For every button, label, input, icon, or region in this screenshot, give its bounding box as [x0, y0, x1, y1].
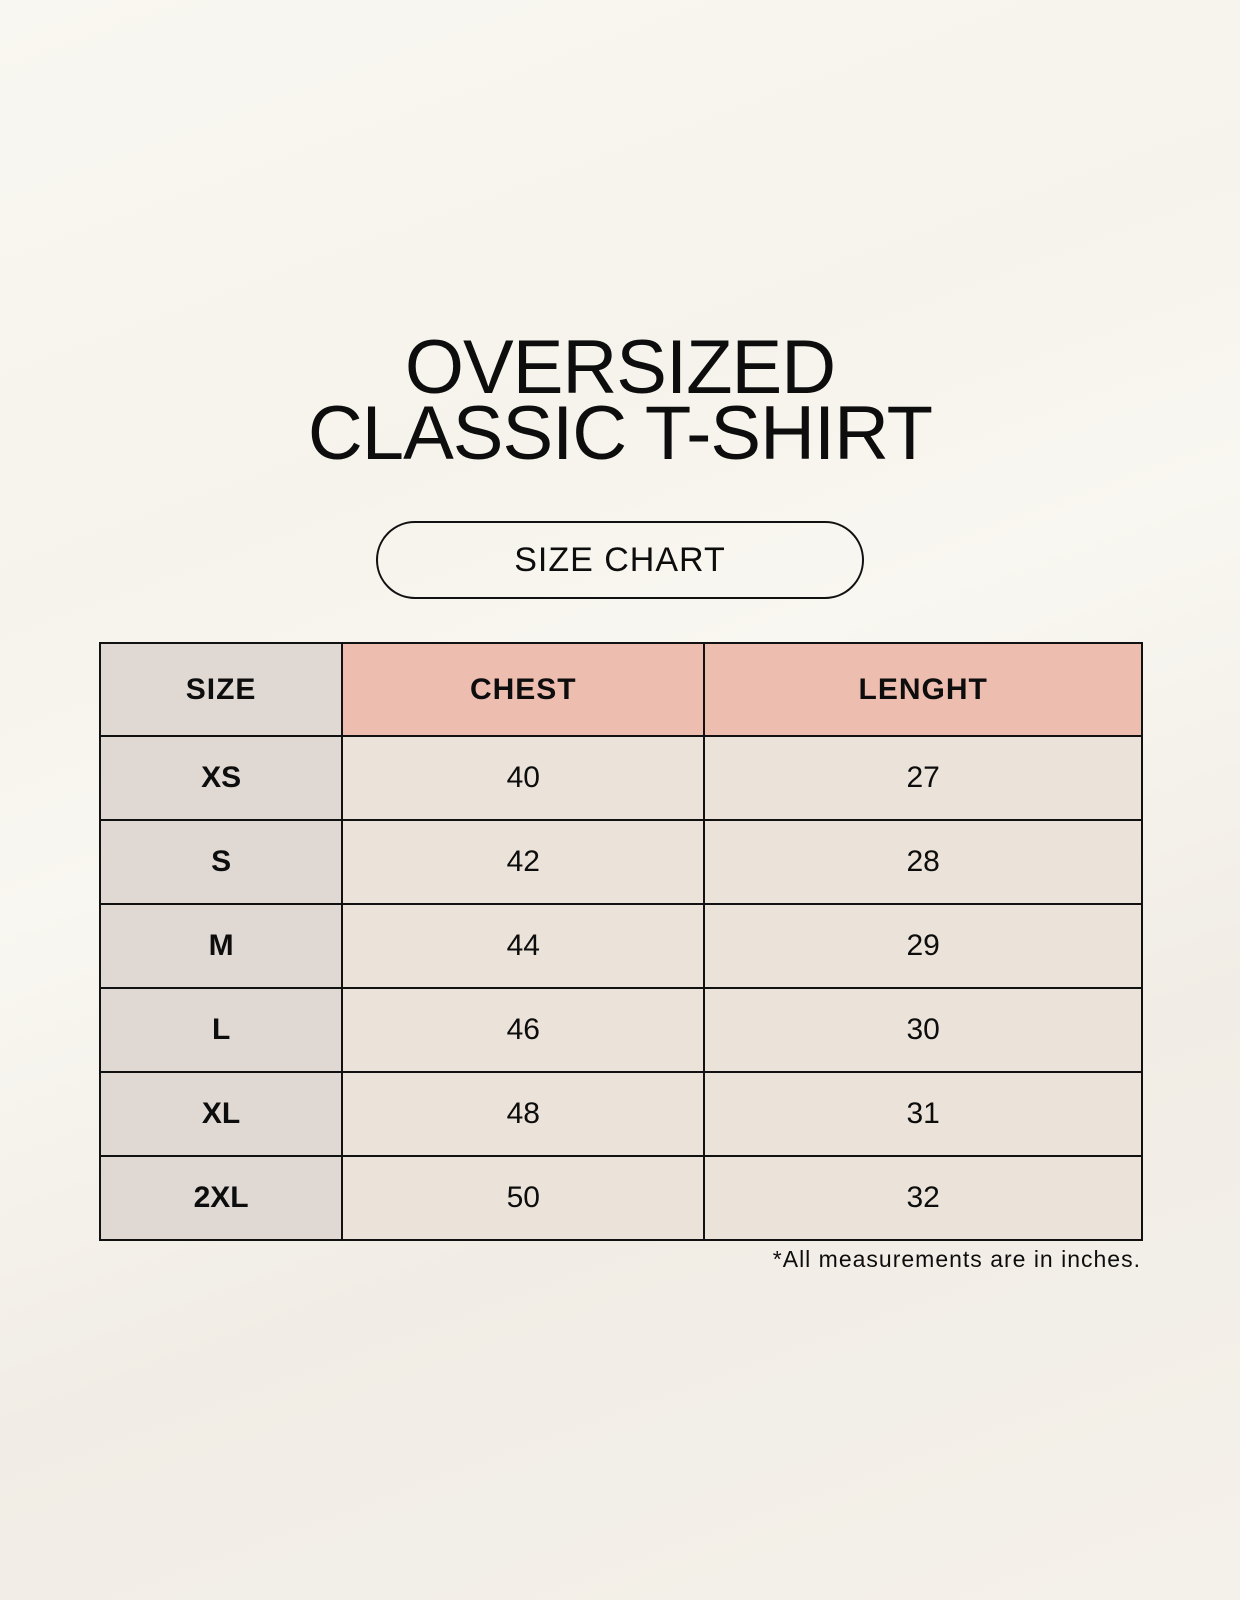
header-chest: CHEST — [341, 642, 706, 737]
cell-length: 32 — [703, 1155, 1143, 1241]
header-length: LENGHT — [703, 642, 1143, 737]
cell-length: 29 — [703, 903, 1143, 989]
cell-length: 27 — [703, 735, 1143, 821]
cell-chest: 42 — [341, 819, 706, 905]
table-row: XL 48 31 — [98, 1071, 1143, 1157]
page-title: OVERSIZED CLASSIC T-SHIRT — [0, 325, 1240, 476]
cell-size: L — [98, 987, 344, 1073]
size-chart-label: SIZE CHART — [376, 521, 864, 599]
cell-length: 28 — [703, 819, 1143, 905]
cell-size: S — [98, 819, 344, 905]
header-size: SIZE — [98, 642, 344, 737]
cell-chest: 40 — [341, 735, 706, 821]
cell-length: 30 — [703, 987, 1143, 1073]
cell-size: XS — [98, 735, 344, 821]
cell-chest: 46 — [341, 987, 706, 1073]
cell-size: M — [98, 903, 344, 989]
size-table: SIZE CHEST LENGHT XS 40 27 S 42 28 M 44 29 L 46 30 X… — [98, 642, 1143, 1241]
cell-size: XL — [98, 1071, 344, 1157]
title-line-1: OVERSIZED — [404, 325, 836, 410]
table-row: M 44 29 — [98, 903, 1143, 989]
cell-chest: 50 — [341, 1155, 706, 1241]
table-row: S 42 28 — [98, 819, 1143, 905]
title-line-2: CLASSIC T-SHIRT — [307, 391, 933, 476]
cell-chest: 44 — [341, 903, 706, 989]
table-row: L 46 30 — [98, 987, 1143, 1073]
table-header-row: SIZE CHEST LENGHT — [98, 642, 1143, 737]
cell-size: 2XL — [98, 1155, 344, 1241]
footnote: *All measurements are in inches. — [772, 1246, 1141, 1272]
table-row: XS 40 27 — [98, 735, 1143, 821]
table-row: 2XL 50 32 — [98, 1155, 1143, 1241]
cell-chest: 48 — [341, 1071, 706, 1157]
cell-length: 31 — [703, 1071, 1143, 1157]
